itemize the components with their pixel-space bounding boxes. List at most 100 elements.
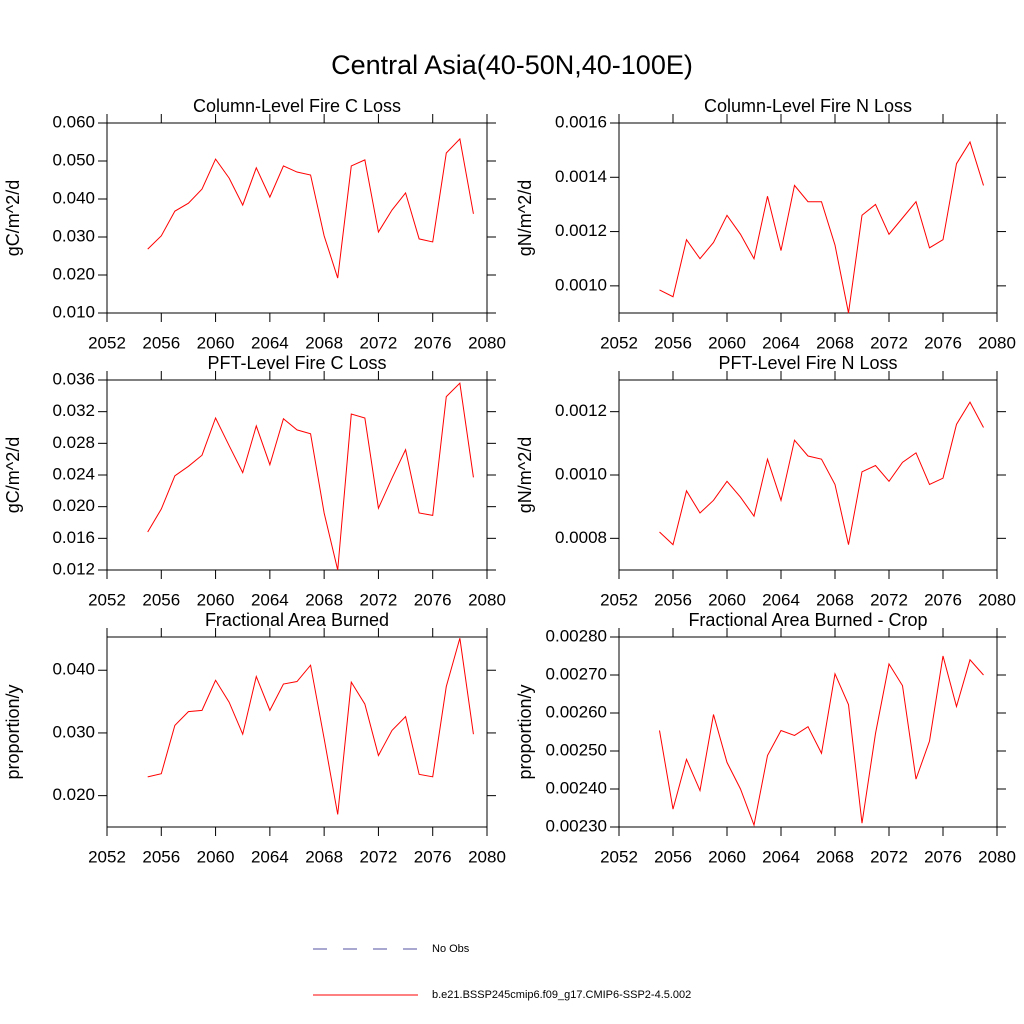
y-tick-label: 0.030 bbox=[52, 226, 95, 245]
x-tick-label: 2056 bbox=[142, 847, 180, 866]
x-tick-label: 2076 bbox=[414, 590, 452, 609]
x-tick-label: 2068 bbox=[305, 847, 343, 866]
x-tick-label: 2060 bbox=[708, 847, 746, 866]
plot-frame bbox=[106, 379, 488, 571]
y-tick-label: 0.036 bbox=[52, 369, 95, 388]
x-tick-label: 2072 bbox=[870, 590, 908, 609]
plot-frame bbox=[106, 122, 488, 314]
y-axis-label: gN/m^2/d bbox=[515, 437, 535, 513]
x-tick-label: 2080 bbox=[468, 333, 506, 352]
x-tick-label: 2068 bbox=[816, 333, 854, 352]
panel-title: PFT-Level Fire C Loss bbox=[207, 353, 386, 373]
y-tick-label: 0.010 bbox=[52, 302, 95, 321]
y-tick-label: 0.00260 bbox=[546, 702, 607, 721]
x-tick-label: 2060 bbox=[708, 590, 746, 609]
x-tick-label: 2060 bbox=[197, 590, 235, 609]
plot-frame bbox=[618, 636, 998, 828]
panel-title: PFT-Level Fire N Loss bbox=[718, 353, 897, 373]
x-tick-label: 2052 bbox=[600, 590, 638, 609]
x-tick-label: 2056 bbox=[654, 847, 692, 866]
x-tick-label: 2052 bbox=[600, 333, 638, 352]
x-tick-label: 2076 bbox=[414, 847, 452, 866]
x-tick-label: 2068 bbox=[305, 590, 343, 609]
x-tick-label: 2064 bbox=[251, 590, 289, 609]
y-tick-label: 0.020 bbox=[52, 785, 95, 804]
x-tick-label: 2056 bbox=[654, 590, 692, 609]
y-tick-label: 0.00250 bbox=[546, 740, 607, 759]
x-tick-label: 2064 bbox=[762, 333, 800, 352]
data-line bbox=[147, 382, 474, 571]
x-tick-label: 2056 bbox=[654, 333, 692, 352]
x-tick-label: 2080 bbox=[978, 590, 1016, 609]
x-tick-label: 2064 bbox=[762, 847, 800, 866]
x-tick-label: 2064 bbox=[251, 847, 289, 866]
x-tick-label: 2056 bbox=[142, 333, 180, 352]
x-tick-label: 2080 bbox=[468, 847, 506, 866]
y-tick-label: 0.0008 bbox=[555, 528, 607, 547]
x-tick-label: 2076 bbox=[414, 333, 452, 352]
panel-title: Fractional Area Burned bbox=[205, 610, 389, 630]
y-tick-label: 0.016 bbox=[52, 528, 95, 547]
data-line bbox=[659, 655, 984, 827]
x-tick-label: 2060 bbox=[708, 333, 746, 352]
x-tick-label: 2076 bbox=[924, 333, 962, 352]
x-tick-label: 2052 bbox=[88, 333, 126, 352]
y-tick-label: 0.0014 bbox=[555, 167, 607, 186]
y-tick-label: 0.060 bbox=[52, 112, 95, 131]
x-tick-label: 2076 bbox=[924, 847, 962, 866]
y-tick-label: 0.0016 bbox=[555, 112, 607, 131]
plot-frame bbox=[618, 122, 998, 314]
x-tick-label: 2064 bbox=[251, 333, 289, 352]
x-tick-label: 2060 bbox=[197, 333, 235, 352]
x-tick-label: 2068 bbox=[816, 847, 854, 866]
panel-title: Column-Level Fire N Loss bbox=[704, 96, 912, 116]
y-axis-label: gC/m^2/d bbox=[3, 437, 23, 513]
y-tick-label: 0.00230 bbox=[546, 816, 607, 835]
legend-label: b.e21.BSSP245cmip6.f09_g17.CMIP6-SSP2-4.… bbox=[432, 989, 691, 1001]
data-line bbox=[659, 140, 984, 314]
y-tick-label: 0.012 bbox=[52, 559, 95, 578]
x-tick-label: 2064 bbox=[762, 590, 800, 609]
y-tick-label: 0.024 bbox=[52, 464, 95, 483]
plot-frame bbox=[618, 379, 998, 571]
data-line bbox=[147, 137, 474, 279]
x-tick-label: 2052 bbox=[88, 847, 126, 866]
figure-title: Central Asia(40-50N,40-100E) bbox=[331, 50, 693, 80]
y-tick-label: 0.0010 bbox=[555, 275, 607, 294]
y-tick-label: 0.032 bbox=[52, 401, 95, 420]
y-tick-label: 0.040 bbox=[52, 188, 95, 207]
y-tick-label: 0.020 bbox=[52, 264, 95, 283]
y-axis-label: gN/m^2/d bbox=[515, 180, 535, 256]
y-tick-label: 0.00270 bbox=[546, 664, 607, 683]
y-tick-label: 0.0010 bbox=[555, 464, 607, 483]
panel-title: Fractional Area Burned - Crop bbox=[688, 610, 927, 630]
x-tick-label: 2060 bbox=[197, 847, 235, 866]
y-tick-label: 0.030 bbox=[52, 722, 95, 741]
y-tick-label: 0.00240 bbox=[546, 778, 607, 797]
x-tick-label: 2072 bbox=[360, 847, 398, 866]
x-tick-label: 2072 bbox=[870, 847, 908, 866]
x-tick-label: 2080 bbox=[468, 590, 506, 609]
x-tick-label: 2080 bbox=[978, 847, 1016, 866]
x-tick-label: 2056 bbox=[142, 590, 180, 609]
data-line bbox=[147, 638, 474, 815]
x-tick-label: 2072 bbox=[870, 333, 908, 352]
x-tick-label: 2080 bbox=[978, 333, 1016, 352]
y-tick-label: 0.050 bbox=[52, 150, 95, 169]
plot-frame bbox=[106, 636, 488, 828]
x-tick-label: 2068 bbox=[816, 590, 854, 609]
x-tick-label: 2052 bbox=[600, 847, 638, 866]
y-tick-label: 0.0012 bbox=[555, 401, 607, 420]
y-axis-label: proportion/y bbox=[515, 684, 535, 779]
y-tick-label: 0.00280 bbox=[546, 626, 607, 645]
y-tick-label: 0.020 bbox=[52, 496, 95, 515]
x-tick-label: 2068 bbox=[305, 333, 343, 352]
x-tick-label: 2072 bbox=[360, 590, 398, 609]
y-tick-label: 0.028 bbox=[52, 433, 95, 452]
x-tick-label: 2052 bbox=[88, 590, 126, 609]
legend-label: No Obs bbox=[432, 943, 470, 955]
panel-title: Column-Level Fire C Loss bbox=[193, 96, 401, 116]
y-tick-label: 0.040 bbox=[52, 660, 95, 679]
y-axis-label: gC/m^2/d bbox=[3, 180, 23, 256]
